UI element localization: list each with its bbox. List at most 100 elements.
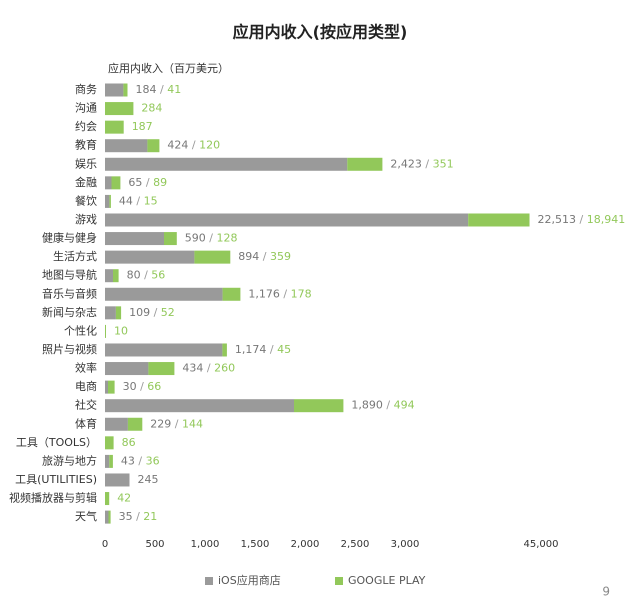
value-text: 894	[238, 250, 259, 263]
axis-label: 应用内收入（百万美元）	[108, 61, 229, 75]
separator: /	[171, 417, 182, 430]
separator: /	[188, 139, 199, 152]
value-text: 178	[291, 287, 312, 300]
separator: /	[142, 176, 153, 189]
category-label: 约会	[75, 120, 97, 133]
value-text: 351	[433, 157, 454, 170]
x-tick-label: 2,500	[341, 539, 370, 550]
bar-segment	[105, 473, 130, 487]
category-label: 商务	[75, 82, 97, 96]
bar-segment	[105, 139, 148, 153]
value-text: 109	[129, 306, 150, 319]
bar-segment	[105, 510, 109, 524]
category-label: 娱乐	[75, 156, 97, 170]
bar-segment	[108, 510, 111, 524]
value-text: 260	[214, 362, 235, 375]
bar-segment	[105, 399, 294, 413]
value-label: 43 / 36	[121, 454, 160, 467]
bar-segment	[148, 362, 175, 376]
value-text: 184	[136, 83, 157, 96]
separator: /	[206, 232, 217, 245]
category-label: 社交	[75, 398, 97, 412]
legend-swatch	[205, 577, 213, 585]
category-label: 餐饮	[75, 193, 97, 207]
separator: /	[135, 454, 146, 467]
x-tick-label: 0	[102, 539, 108, 550]
value-text: 35	[119, 510, 133, 523]
value-text: 424	[167, 139, 188, 152]
value-text: 1,890	[351, 399, 383, 412]
value-text: 80	[127, 269, 141, 282]
category-label: 沟通	[75, 102, 97, 115]
x-tick-label: 1,500	[241, 539, 270, 550]
bar-segment	[105, 436, 114, 450]
bar-segment	[105, 287, 223, 301]
category-label: 体育	[75, 416, 97, 430]
value-text: 128	[217, 232, 238, 245]
value-text: 36	[146, 454, 160, 467]
value-label: 35 / 21	[119, 510, 158, 523]
bar-segment	[105, 380, 108, 394]
category-label: 工具(UTILITIES)	[15, 473, 97, 486]
category-label: 生活方式	[53, 249, 97, 263]
value-label: 22,513 / 18,941	[538, 213, 626, 226]
bar-segment	[105, 492, 110, 506]
value-label: 284	[141, 102, 162, 115]
value-label: 894 / 359	[238, 250, 291, 263]
bar-segment	[105, 232, 164, 246]
value-label: 65 / 89	[128, 176, 167, 189]
value-label: 2,423 / 351	[390, 157, 453, 170]
value-label: 30 / 66	[123, 380, 162, 393]
value-text: 86	[122, 436, 136, 449]
value-text: 494	[394, 399, 415, 412]
value-text: 56	[151, 269, 165, 282]
page-number: 9	[602, 585, 610, 599]
value-label: 109 / 52	[129, 306, 175, 319]
separator: /	[576, 213, 587, 226]
value-label: 1,890 / 494	[351, 399, 414, 412]
bar-segment	[105, 176, 112, 190]
value-text: 44	[119, 194, 133, 207]
bar-segment	[105, 362, 149, 376]
value-text: 120	[199, 139, 220, 152]
value-label: 80 / 56	[127, 269, 166, 282]
separator: /	[259, 250, 270, 263]
value-text: 229	[150, 417, 171, 430]
separator: /	[203, 362, 214, 375]
value-text: 359	[270, 250, 291, 263]
separator: /	[133, 194, 144, 207]
separator: /	[150, 306, 161, 319]
value-text: 66	[147, 380, 161, 393]
bar-segment	[127, 417, 143, 431]
bar-segment	[115, 306, 122, 320]
value-label: 187	[132, 120, 153, 133]
legend-label: GOOGLE PLAY	[348, 574, 426, 587]
bar-segment	[222, 343, 227, 357]
separator: /	[137, 380, 148, 393]
value-text: 1,174	[235, 343, 267, 356]
separator: /	[422, 157, 433, 170]
value-text: 65	[128, 176, 142, 189]
bar-segment	[105, 120, 124, 134]
bar-segment	[105, 417, 128, 431]
bar-segment	[222, 287, 241, 301]
bar-segment	[109, 194, 111, 208]
category-label: 游戏	[75, 213, 97, 226]
value-text: 45	[277, 343, 291, 356]
bar-segment	[105, 213, 469, 227]
value-text: 89	[153, 176, 167, 189]
x-tick-label: 1,000	[191, 539, 220, 550]
bar-segment	[105, 343, 223, 357]
category-label: 工具（TOOLS）	[16, 436, 97, 449]
category-label: 健康与健身	[42, 231, 97, 245]
value-text: 18,941	[587, 213, 626, 226]
separator: /	[157, 83, 168, 96]
value-text: 1,176	[248, 287, 280, 300]
value-label: 1,176 / 178	[248, 287, 311, 300]
value-text: 434	[182, 362, 203, 375]
bar-segment	[113, 269, 119, 283]
x-tick-label: 3,000	[391, 539, 420, 550]
bar-segment	[294, 399, 344, 413]
bar-segment	[194, 250, 231, 264]
